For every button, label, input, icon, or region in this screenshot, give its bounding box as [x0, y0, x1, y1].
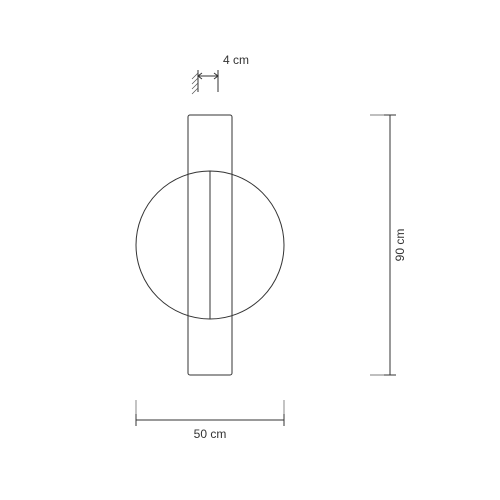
- fixture-outline: [136, 115, 284, 375]
- technical-drawing: 4 cm 90 cm 50 cm: [0, 0, 500, 500]
- bottom-half-disc: [210, 171, 284, 319]
- depth-label: 4 cm: [223, 53, 249, 67]
- width-dimension: 50 cm: [136, 400, 284, 441]
- height-label: 90 cm: [393, 229, 407, 262]
- width-label: 50 cm: [194, 427, 227, 441]
- depth-indicator: 4 cm: [192, 53, 249, 94]
- height-dimension: 90 cm: [370, 115, 407, 375]
- top-half-disc: [136, 171, 210, 319]
